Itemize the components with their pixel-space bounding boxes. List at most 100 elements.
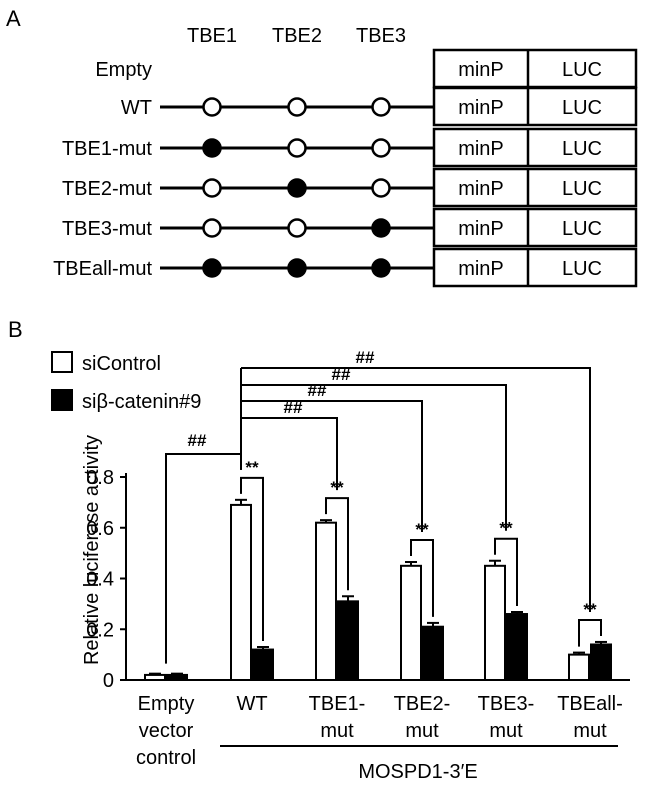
between-group-bracket bbox=[241, 400, 423, 533]
significance-annotations: ****** ****########## bbox=[165, 348, 602, 664]
construct-name: TBEall-mut bbox=[53, 258, 152, 280]
luc-label: LUC bbox=[562, 178, 602, 200]
bar-sicontrol-cat6 bbox=[568, 653, 590, 681]
x-category-label-line: TBE2- bbox=[394, 693, 451, 715]
bar-sicatenin-cat1 bbox=[166, 673, 188, 681]
panel-b-bar-chart: B siControl siβ-catenin#9 Relative lucif… bbox=[8, 317, 630, 783]
minp-label: minP bbox=[458, 97, 504, 119]
within-group-bracket bbox=[410, 539, 434, 617]
legend-swatch-sicontrol bbox=[51, 351, 73, 373]
bar-sicontrol-cat1 bbox=[144, 673, 166, 681]
construct-name: WT bbox=[121, 97, 152, 119]
x-category-label-line: control bbox=[136, 747, 196, 769]
tbe-site-3-filled bbox=[371, 218, 391, 238]
tbe-site-1-open bbox=[202, 218, 222, 238]
bar-series bbox=[144, 498, 612, 682]
x-category-label-line: TBEall- bbox=[557, 693, 623, 715]
tbe-site-3-open bbox=[371, 178, 391, 198]
between-group-sig-mark: ## bbox=[356, 348, 375, 367]
between-group-sig-mark: ## bbox=[332, 365, 351, 384]
tbe-site-3-filled bbox=[371, 258, 391, 278]
construct-name: TBE3-mut bbox=[62, 218, 152, 240]
between-group-sig-mark: ## bbox=[284, 398, 303, 417]
minp-label: minP bbox=[458, 178, 504, 200]
tbe-site-1-filled bbox=[202, 138, 222, 158]
reporter-box bbox=[432, 247, 638, 288]
bar-sicatenin-cat2 bbox=[252, 648, 274, 681]
between-group-bracket bbox=[241, 367, 591, 612]
site-headers: TBE1 TBE2 TBE3 bbox=[187, 25, 406, 47]
x-category-label: TBE2- mut bbox=[394, 693, 451, 742]
panel-b-letter: B bbox=[8, 317, 23, 342]
between-group-bracket bbox=[241, 417, 338, 491]
legend-swatch-sicatenin bbox=[51, 389, 73, 411]
construct-row-wt: WT minP LUC bbox=[121, 86, 638, 127]
tbe-site-3-open bbox=[371, 97, 391, 117]
x-category-label-line: mut bbox=[573, 720, 607, 742]
minp-label: minP bbox=[458, 138, 504, 160]
x-category-label: Empty vector control bbox=[136, 693, 196, 769]
within-group-bracket bbox=[325, 497, 349, 591]
tbe-site-1-open bbox=[202, 178, 222, 198]
bar-sicontrol-cat5 bbox=[484, 564, 506, 681]
construct-row-tbeall-mut: TBEall-mut minP LUC bbox=[53, 247, 638, 288]
x-category-label: TBE3- mut bbox=[478, 693, 535, 742]
legend-label-sicatenin: siβ-catenin#9 bbox=[82, 391, 201, 413]
bar-sicontrol-cat4 bbox=[400, 564, 422, 681]
minp-label: minP bbox=[458, 258, 504, 280]
between-group-bracket bbox=[165, 453, 242, 664]
x-category-label-line: mut bbox=[320, 720, 354, 742]
construct-name: Empty bbox=[95, 59, 152, 81]
x-category-label-line: vector bbox=[139, 720, 194, 742]
bar-sicatenin-cat4 bbox=[422, 625, 444, 682]
between-group-sig-mark: ## bbox=[308, 381, 327, 400]
site-header-3: TBE3 bbox=[356, 25, 406, 47]
x-category-label-line: WT bbox=[236, 693, 267, 715]
tbe-site-3-open bbox=[371, 138, 391, 158]
tbe-site-2-open bbox=[287, 138, 307, 158]
tbe-site-2-open bbox=[287, 218, 307, 238]
y-axis-label: Relative luciferase activity bbox=[81, 435, 103, 665]
y-tick-label: 0.8 bbox=[86, 467, 114, 489]
bar-sicontrol-cat2 bbox=[230, 503, 252, 681]
construct-name: TBE1-mut bbox=[62, 138, 152, 160]
x-category-label: TBEall-mut bbox=[557, 693, 623, 742]
tbe-site-2-open bbox=[287, 97, 307, 117]
luc-label: LUC bbox=[562, 258, 602, 280]
luc-label: LUC bbox=[562, 59, 602, 81]
luc-label: LUC bbox=[562, 138, 602, 160]
x-category-label-line: mut bbox=[489, 720, 523, 742]
tbe-site-2-filled bbox=[287, 258, 307, 278]
minp-label: minP bbox=[458, 59, 504, 81]
tbe-site-1-open bbox=[202, 97, 222, 117]
y-tick-label: 0.6 bbox=[86, 518, 114, 540]
y-axis: 0 0.2 0.4 0.6 0.8 bbox=[86, 467, 630, 692]
construct-row-tbe3-mut: TBE3-mut minP LUC bbox=[62, 207, 638, 248]
luc-label: LUC bbox=[562, 218, 602, 240]
construct-row-tbe2-mut: TBE2-mut minP LUC bbox=[62, 167, 638, 208]
bar-sicontrol-cat3 bbox=[315, 521, 337, 681]
bar-sicatenin-cat3 bbox=[337, 600, 359, 682]
between-group-sig-mark: ## bbox=[188, 431, 207, 450]
reporter-box bbox=[432, 207, 638, 248]
within-group-bracket bbox=[578, 618, 602, 647]
tbe-site-1-filled bbox=[202, 258, 222, 278]
y-tick-label: 0.4 bbox=[86, 569, 114, 591]
minp-label: minP bbox=[458, 218, 504, 240]
y-tick-label: 0 bbox=[103, 670, 114, 692]
reporter-box bbox=[432, 86, 638, 127]
luc-label: LUC bbox=[562, 97, 602, 119]
x-category-label: WT bbox=[236, 693, 267, 715]
panel-a-letter: A bbox=[6, 6, 21, 31]
reporter-box bbox=[432, 127, 638, 168]
y-tick-label: 0.2 bbox=[86, 619, 114, 641]
x-category-label-line: Empty bbox=[138, 693, 195, 715]
legend-label-sicontrol: siControl bbox=[82, 353, 161, 375]
within-group-sig-mark: ** bbox=[245, 458, 259, 477]
x-category-label-line: mut bbox=[405, 720, 439, 742]
within-group-bracket bbox=[494, 537, 518, 606]
site-header-1: TBE1 bbox=[187, 25, 237, 47]
x-category-label: TBE1- mut bbox=[309, 693, 366, 742]
